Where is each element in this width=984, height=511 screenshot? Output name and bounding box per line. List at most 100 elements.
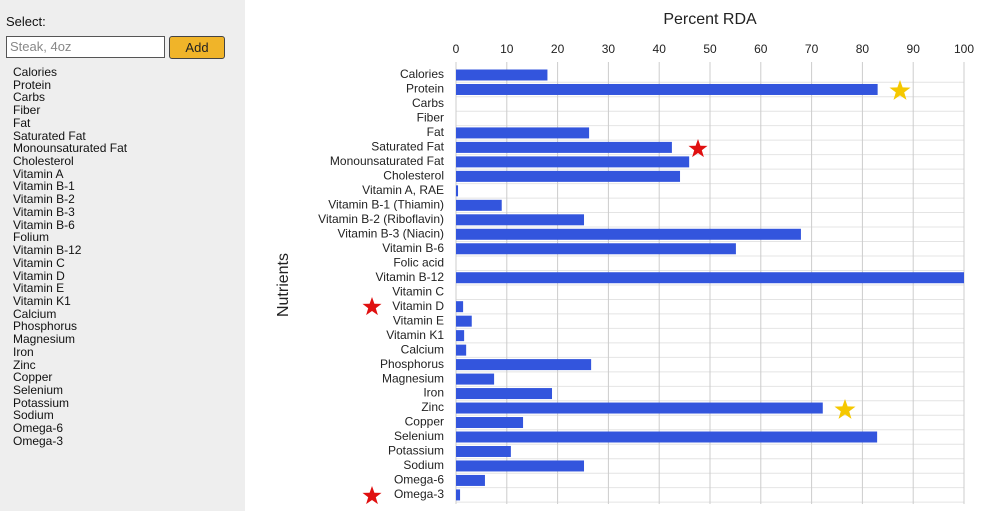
nutrient-item[interactable]: Fiber [13,103,41,118]
y-tick-label: Calcium [401,342,444,356]
star [362,486,382,505]
bar [456,301,464,313]
nutrient-list: Calories Protein Carbs Fiber Fat Saturated Fa… [13,66,127,448]
y-tick-label: Vitamin B-3 (Niacin) [338,226,444,240]
bar [456,170,681,182]
nutrient-item[interactable]: Folium [13,230,50,245]
star [834,399,856,419]
y-tick-label: Iron [423,386,444,400]
y-tick-label: Fat [427,125,445,139]
y-tick-label: Vitamin B-2 (Riboflavin) [318,212,444,226]
y-tick-label: Potassium [388,444,444,458]
bar [456,330,465,342]
y-tick-label: Zinc [421,400,444,414]
annotations [362,80,911,505]
nutrient-item[interactable]: Vitamin C [13,255,65,270]
bar [456,199,502,211]
bar [456,156,690,168]
y-tick-label: Fiber [417,111,444,125]
nutrient-item[interactable]: Selenium [13,382,64,397]
x-tick-label: 10 [500,42,514,56]
y-tick-label: Vitamin B-6 [382,241,444,255]
bar [456,489,461,501]
y-tick-label: Vitamin D [392,299,444,313]
nutrient-item[interactable]: Monounsaturated Fat [13,141,128,156]
bar [456,460,585,472]
bar [456,344,467,356]
nutrient-item[interactable]: Vitamin E [13,281,65,296]
y-tick-label: Carbs [412,96,444,110]
nutrient-item[interactable]: Vitamin B-6 [13,217,75,232]
nutrient-item[interactable]: Magnesium [13,332,76,347]
bar [456,373,495,385]
y-tick-label: Vitamin A, RAE [362,183,444,197]
nutrient-item[interactable]: Cholesterol [13,154,74,169]
x-tick-label: 100 [954,42,974,56]
nutrient-item[interactable]: Vitamin B-1 [13,179,75,194]
nutrient-item[interactable]: Vitamin D [13,268,65,283]
bar [456,243,736,255]
nutrient-item[interactable]: Vitamin B-3 [13,204,75,219]
nutrient-item[interactable]: Iron [13,344,34,359]
x-tick-label: 40 [653,42,667,56]
nutrient-item[interactable]: Vitamin B-12 [13,243,82,258]
y-axis-label: Nutrients [275,253,292,317]
nutrient-item[interactable]: Calcium [13,306,57,321]
y-tick-label: Vitamin K1 [386,328,444,342]
y-tick-label: Copper [405,415,444,429]
y-tick-label: Sodium [403,458,444,472]
star [362,297,382,316]
nutrient-item[interactable]: Omega-3 [13,433,64,448]
x-tick-label: 30 [602,42,616,56]
bar [456,445,511,457]
y-tick-label: Monounsaturated Fat [330,154,445,168]
x-tick-label: 20 [551,42,565,56]
bar [456,272,964,284]
bar [456,127,590,139]
bar [456,185,459,197]
y-tick-label: Folic acid [393,255,444,269]
bar [456,315,472,327]
nutrient-item[interactable]: Vitamin B-2 [13,192,75,207]
nutrient-item[interactable]: Fat [13,115,31,130]
x-tick-label: 60 [754,42,768,56]
y-tick-label: Calories [400,67,444,81]
nutrient-item[interactable]: Protein [13,77,52,92]
x-tick-label: 80 [856,42,870,56]
bar [456,69,548,81]
bar [456,402,823,414]
nutrient-item[interactable]: Carbs [13,90,46,105]
y-tick-label: Protein [406,82,444,96]
nutrient-item[interactable]: Copper [13,370,53,385]
x-tick-label: 50 [703,42,717,56]
y-tick-label: Omega-3 [394,487,444,501]
nutrient-item[interactable]: Calories [13,65,58,79]
y-tick-label: Vitamin C [392,284,444,298]
bar [456,83,878,95]
y-tick-label: Vitamin E [393,313,444,327]
nutrient-item[interactable]: Omega-6 [13,421,64,436]
food-input[interactable]: Steak, 4oz [6,36,165,58]
y-tick-label: Selenium [394,429,444,443]
bar [456,474,485,486]
x-tick-label: 0 [453,42,460,56]
bar [456,388,553,400]
nutrient-item[interactable]: Zinc [13,357,36,372]
nutrient-item[interactable]: Phosphorus [13,319,78,334]
add-button[interactable]: Add [169,36,225,59]
y-tick-label: Magnesium [382,371,444,385]
x-tick-label: 70 [805,42,819,56]
y-tick-label: Saturated Fat [371,140,444,154]
nutrient-item[interactable]: Sodium [13,408,54,423]
bar [456,214,585,226]
nutrient-item[interactable]: Vitamin A [13,166,64,181]
y-tick-label: Vitamin B-12 [376,270,445,284]
x-tick-label: 90 [907,42,921,56]
star [688,139,708,158]
nutrient-item[interactable]: Potassium [13,395,70,410]
select-label: Select: [6,14,46,29]
nutrient-item[interactable]: Saturated Fat [13,128,86,143]
nutrient-item[interactable]: Vitamin K1 [13,293,71,308]
